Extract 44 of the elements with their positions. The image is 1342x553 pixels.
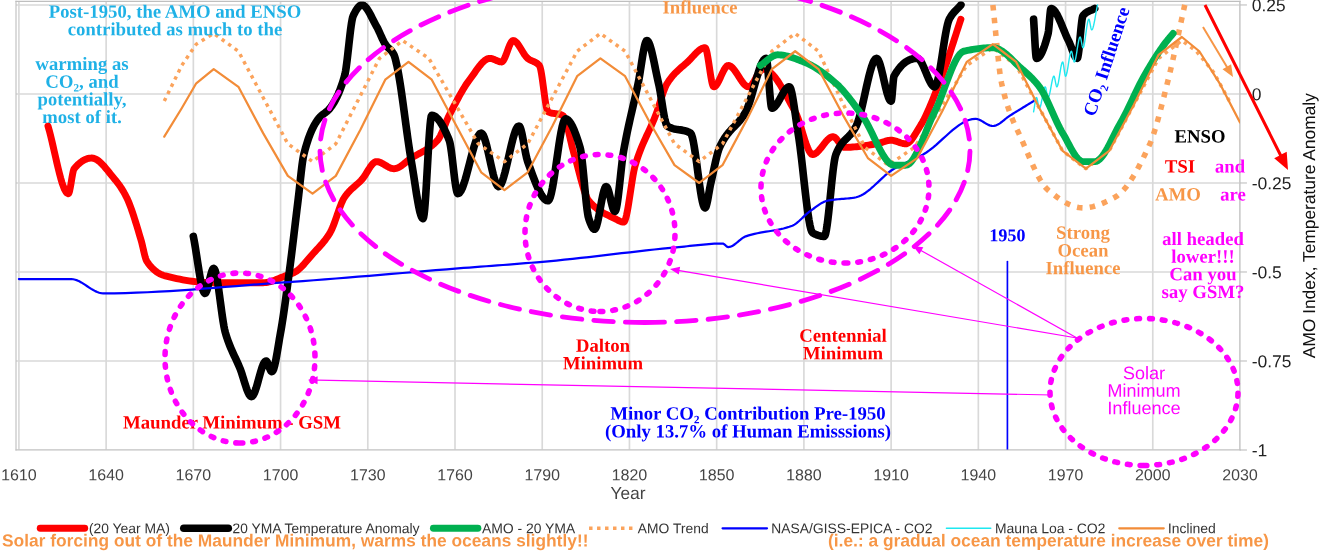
annotation: ENSO [1174,130,1225,143]
annotation: all headed lower!!! Can you say GSM? [1162,231,1244,303]
legend-label: NASA/GISS-EPICA - CO2 [772,523,932,534]
text: (i.e.: a gradual ocean temperature increase over time) [828,533,1269,551]
legend-label: AMO Trend [637,523,708,534]
x-tick-label: 1940 [961,469,996,481]
x-tick-label: 1670 [176,469,211,481]
annotation: Strong Ocean Influence [1046,226,1121,275]
x-tick-label: 1790 [525,469,560,481]
annotation: Influence [663,0,738,14]
x-tick-label: 1850 [700,469,734,481]
annotation: are [1220,191,1246,201]
x-tick-label: 1760 [438,469,473,481]
y-tick-label: -1 [1252,444,1267,457]
y-tick-label: -0.5 [1252,266,1281,279]
annotation: warming as CO₂, and potentially, most of it. [35,56,129,124]
x-tick-label: 1880 [787,469,822,481]
y-axis-title: AMO Index, Temperature Anomaly [1302,93,1319,359]
x-tick-label: 2000 [1135,469,1170,481]
legend-label: AMO - 20 YMA [482,523,576,534]
x-tick-label: 1910 [874,469,909,481]
y-tick-label: 0.25 [1252,0,1285,12]
y-tick-label: -0.75 [1252,355,1291,368]
annotation: AMO [1155,188,1200,201]
x-tick-label: 1700 [264,469,298,481]
x-tick-label: 2030 [1223,469,1258,481]
x-tick-label: 1610 [2,469,37,481]
y-tick-label: 0 [1252,88,1261,101]
annotation: Minor CO₂ Contribution Pre-1950 (Only 13.7% of Human Emisssions) [605,406,891,442]
y-tick-label: -0.25 [1252,177,1291,190]
annotation: Centennial Minimum [800,328,887,360]
annotation: TSI [1165,160,1195,173]
x-tick-label: 1970 [1049,469,1083,481]
annotation: and [1215,159,1245,173]
legend-label: Inclined [1169,523,1215,534]
x-tick-label: 1640 [89,469,124,481]
annotation: Post-1950, the AMO and ENSO contributed as much to the [49,4,301,36]
x-axis-title: Year [610,487,646,500]
annotation: Solar Minimum Influence [1108,366,1180,415]
x-tick-label: 1820 [612,469,647,481]
legend-label: Mauna Loa - CO2 [996,523,1105,534]
x-tick-label: 1730 [351,469,385,481]
ref-line-label: 1950 [990,229,1025,242]
annotation: Dalton Minimum [563,338,643,370]
